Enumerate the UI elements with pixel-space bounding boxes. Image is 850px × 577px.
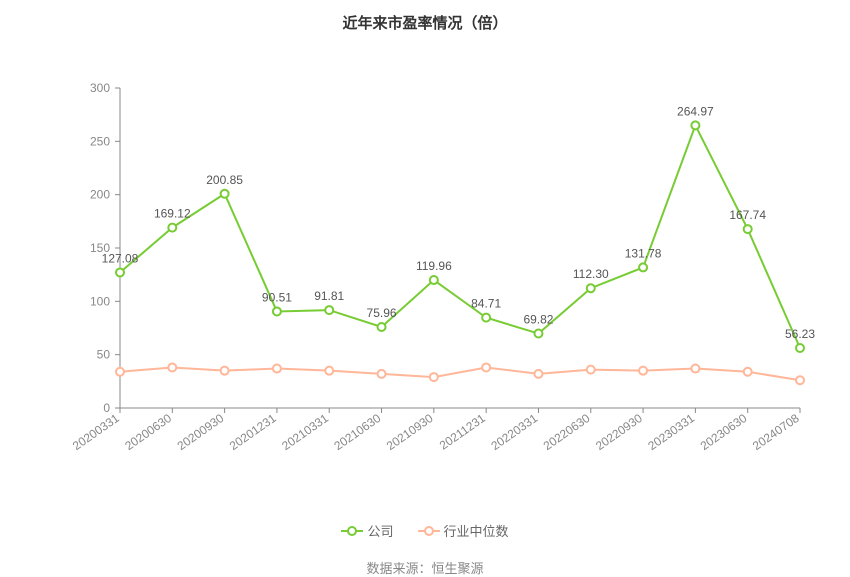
x-tick-label: 20220630: [541, 411, 593, 453]
x-tick-label: 20210331: [279, 411, 331, 453]
data-point[interactable]: [430, 276, 438, 284]
data-label: 131.78: [625, 246, 662, 260]
data-point[interactable]: [744, 368, 752, 376]
data-point[interactable]: [744, 225, 752, 233]
x-tick-label: 20211231: [437, 411, 488, 453]
data-point[interactable]: [378, 323, 386, 331]
data-point[interactable]: [116, 268, 124, 276]
data-label: 90.51: [262, 290, 292, 304]
data-point[interactable]: [325, 306, 333, 314]
x-tick-label: 20210930: [384, 411, 436, 453]
legend-marker: [341, 526, 363, 536]
x-tick-label: 20200630: [122, 411, 174, 453]
x-tick-label: 20230630: [698, 411, 750, 453]
data-point[interactable]: [325, 367, 333, 375]
x-tick-label: 20220331: [488, 411, 540, 453]
data-point[interactable]: [796, 376, 804, 384]
x-tick-label: 20220930: [593, 411, 645, 453]
data-label: 69.82: [523, 313, 553, 327]
data-point[interactable]: [534, 330, 542, 338]
data-label: 56.23: [785, 327, 815, 341]
chart-legend: 公司 行业中位数: [0, 521, 850, 540]
data-label: 84.71: [471, 297, 501, 311]
chart-title: 近年来市盈率情况（倍）: [0, 0, 850, 33]
data-point[interactable]: [796, 344, 804, 352]
data-point[interactable]: [587, 284, 595, 292]
x-tick-label: 20240708: [750, 411, 802, 453]
data-point[interactable]: [691, 121, 699, 129]
data-point[interactable]: [639, 367, 647, 375]
data-point[interactable]: [482, 363, 490, 371]
x-tick-label: 20200331: [70, 411, 122, 453]
data-source-label: 数据来源：恒生聚源: [0, 558, 850, 577]
chart-svg: 0501001502002503002020033120200630202009…: [0, 33, 850, 508]
data-point[interactable]: [587, 366, 595, 374]
data-label: 200.85: [206, 173, 243, 187]
x-tick-label: 20201231: [227, 411, 279, 453]
legend-label: 行业中位数: [444, 521, 509, 540]
data-label: 127.08: [102, 251, 139, 265]
y-tick-label: 250: [90, 134, 110, 148]
y-tick-label: 100: [90, 294, 110, 308]
legend-item[interactable]: 行业中位数: [418, 521, 509, 540]
source-prefix: 数据来源：: [366, 561, 431, 576]
data-point[interactable]: [534, 370, 542, 378]
y-tick-label: 50: [97, 348, 111, 362]
y-tick-label: 200: [90, 188, 110, 202]
source-text: 恒生聚源: [432, 561, 484, 576]
y-tick-label: 300: [90, 81, 110, 95]
data-point[interactable]: [482, 314, 490, 322]
data-point[interactable]: [430, 373, 438, 381]
series-line: [120, 125, 800, 348]
data-label: 75.96: [367, 306, 397, 320]
data-point[interactable]: [168, 363, 176, 371]
data-point[interactable]: [378, 370, 386, 378]
x-tick-label: 20210630: [331, 411, 383, 453]
data-label: 167.74: [729, 208, 766, 222]
data-label: 264.97: [677, 104, 714, 118]
data-label: 119.96: [416, 259, 452, 273]
data-point[interactable]: [273, 307, 281, 315]
data-point[interactable]: [221, 190, 229, 198]
chart-plot-area: 0501001502002503002020033120200630202009…: [0, 33, 850, 513]
data-point[interactable]: [116, 368, 124, 376]
x-tick-label: 20230331: [645, 411, 697, 453]
data-label: 112.30: [573, 267, 609, 281]
data-point[interactable]: [221, 367, 229, 375]
data-point[interactable]: [273, 365, 281, 373]
data-point[interactable]: [168, 224, 176, 232]
legend-label: 公司: [367, 521, 393, 540]
data-label: 91.81: [314, 289, 344, 303]
data-label: 169.12: [154, 207, 191, 221]
data-point[interactable]: [691, 365, 699, 373]
legend-marker: [418, 526, 440, 536]
x-tick-label: 20200930: [175, 411, 227, 453]
data-point[interactable]: [639, 263, 647, 271]
legend-item[interactable]: 公司: [341, 521, 393, 540]
